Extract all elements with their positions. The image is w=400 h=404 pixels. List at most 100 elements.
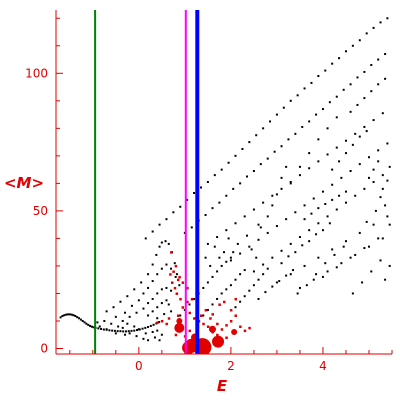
black-point-255 xyxy=(374,209,377,212)
black-point-223 xyxy=(308,229,311,232)
black-point-155 xyxy=(225,194,228,197)
black-point-351 xyxy=(296,292,299,295)
black-point-242 xyxy=(312,278,315,281)
black-point-43 xyxy=(96,321,99,324)
black-point-119 xyxy=(186,198,189,201)
black-point-260 xyxy=(188,303,191,306)
red-point-40 xyxy=(225,336,228,339)
black-point-171 xyxy=(335,95,338,98)
black-point-173 xyxy=(349,83,352,86)
black-point-6 xyxy=(70,313,73,316)
black-point-199 xyxy=(229,259,232,262)
black-point-358 xyxy=(361,281,364,284)
black-point-7 xyxy=(72,314,75,317)
black-point-165 xyxy=(294,132,297,135)
black-point-109 xyxy=(167,303,170,306)
black-point-172 xyxy=(342,88,345,91)
black-point-117 xyxy=(172,211,175,214)
black-point-34 xyxy=(136,329,139,332)
black-point-340 xyxy=(250,248,253,251)
black-point-137 xyxy=(310,81,313,84)
black-point-315 xyxy=(349,110,352,113)
black-point-359 xyxy=(370,270,373,273)
black-point-213 xyxy=(358,163,361,166)
red-point-3 xyxy=(176,278,180,282)
red-marker-3 xyxy=(231,328,238,335)
black-point-302 xyxy=(303,218,306,221)
black-point-100 xyxy=(156,292,159,295)
black-point-344 xyxy=(232,251,235,254)
black-point-44 xyxy=(98,325,101,328)
black-point-92 xyxy=(170,267,173,270)
black-point-114 xyxy=(151,230,154,233)
black-point-127 xyxy=(241,147,244,150)
black-point-138 xyxy=(317,75,320,78)
black-point-108 xyxy=(165,299,168,302)
black-point-320 xyxy=(384,77,387,80)
black-point-282 xyxy=(243,295,246,298)
black-point-79 xyxy=(173,262,176,265)
red-point-9 xyxy=(188,311,191,315)
black-point-192 xyxy=(326,153,329,156)
black-point-134 xyxy=(289,99,292,102)
black-point-356 xyxy=(342,245,345,248)
black-point-194 xyxy=(344,139,347,142)
black-point-229 xyxy=(363,187,366,190)
black-point-273 xyxy=(216,297,219,300)
black-point-40 xyxy=(152,323,155,326)
black-point-105 xyxy=(151,310,154,313)
black-point-243 xyxy=(326,270,329,273)
red-point-31 xyxy=(169,273,172,276)
black-point-298 xyxy=(308,240,311,243)
red-point-20 xyxy=(225,324,228,327)
black-point-250 xyxy=(349,256,352,259)
red-point-17 xyxy=(211,313,214,316)
black-point-63 xyxy=(158,339,161,342)
black-point-30 xyxy=(124,330,127,333)
black-point-341 xyxy=(255,256,258,259)
red-point-37 xyxy=(176,314,180,317)
black-point-185 xyxy=(262,201,265,204)
black-point-335 xyxy=(280,176,283,179)
black-point-285 xyxy=(257,278,260,281)
black-point-244 xyxy=(340,262,343,265)
black-point-201 xyxy=(248,245,251,248)
black-point-118 xyxy=(179,205,182,208)
black-point-193 xyxy=(335,146,338,149)
black-point-87 xyxy=(147,286,150,289)
black-point-346 xyxy=(227,237,230,240)
black-point-283 xyxy=(248,289,251,292)
black-point-157 xyxy=(239,182,242,185)
black-point-158 xyxy=(246,175,249,178)
black-point-1 xyxy=(61,315,64,318)
red-marker-7 xyxy=(212,335,225,348)
black-point-211 xyxy=(340,176,343,179)
black-point-217 xyxy=(252,270,255,273)
black-point-323 xyxy=(377,160,380,163)
black-point-184 xyxy=(252,208,255,211)
black-point-265 xyxy=(211,275,214,278)
black-point-131 xyxy=(269,120,272,123)
black-point-31 xyxy=(127,330,130,333)
black-point-240 xyxy=(386,215,389,218)
black-point-307 xyxy=(338,194,341,197)
black-point-93 xyxy=(174,275,177,278)
red-point-33 xyxy=(165,322,168,326)
black-point-257 xyxy=(365,220,368,223)
black-point-189 xyxy=(298,174,301,177)
black-point-156 xyxy=(232,187,235,190)
black-point-202 xyxy=(257,238,260,241)
black-point-113 xyxy=(144,237,147,240)
black-point-321 xyxy=(367,176,370,179)
black-point-37 xyxy=(144,326,147,329)
black-point-261 xyxy=(193,297,196,300)
black-point-347 xyxy=(218,256,221,259)
black-point-53 xyxy=(128,332,131,335)
black-point-106 xyxy=(156,306,159,309)
black-point-174 xyxy=(356,76,359,79)
black-point-249 xyxy=(335,266,338,269)
black-point-207 xyxy=(303,204,306,207)
black-point-101 xyxy=(160,288,163,291)
black-point-98 xyxy=(147,302,150,305)
red-point-34 xyxy=(156,321,159,324)
